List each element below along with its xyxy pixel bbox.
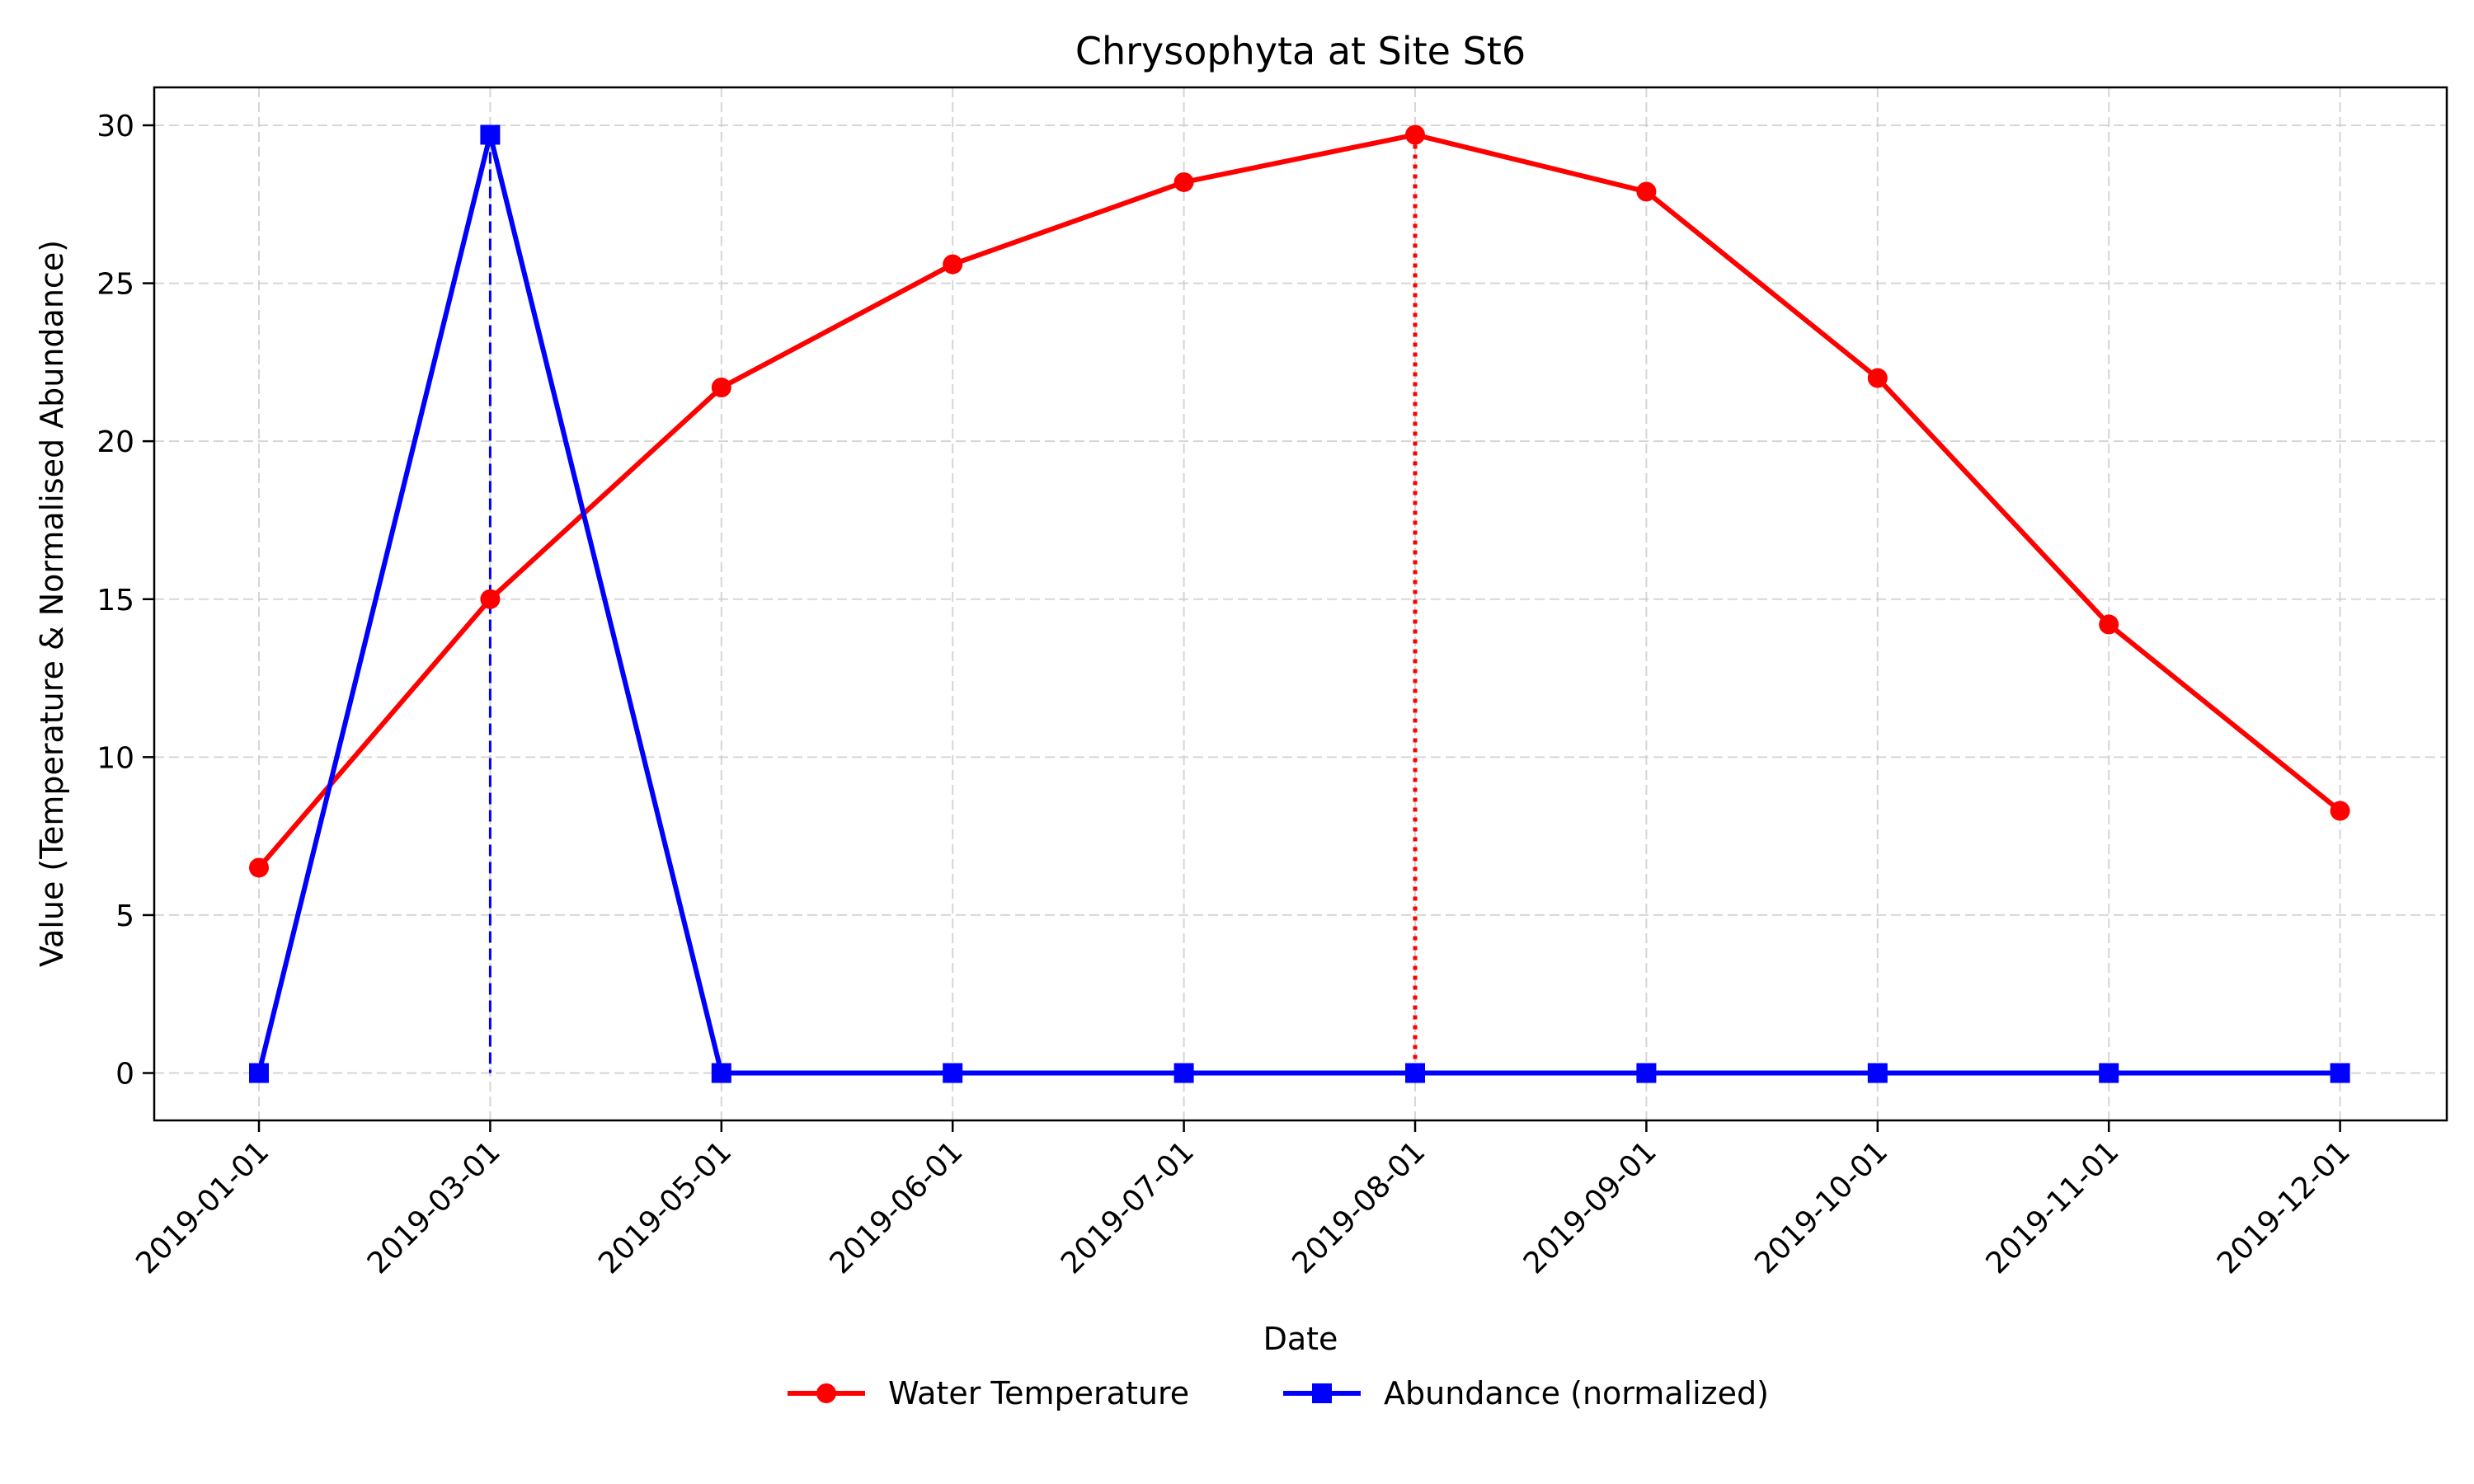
legend-water-temperature-label: Water Temperature <box>888 1375 1189 1411</box>
water-temperature-point <box>1405 124 1425 145</box>
x-axis-label: Date <box>1263 1321 1338 1357</box>
y-tick-label: 30 <box>96 110 134 143</box>
abundance-point <box>480 124 501 145</box>
legend-abundance-marker <box>1312 1383 1332 1403</box>
abundance-point <box>2330 1063 2350 1083</box>
water-temperature-point <box>1174 171 1194 192</box>
water-temperature-point <box>1636 181 1657 202</box>
legend-abundance-label: Abundance (normalized) <box>1384 1375 1769 1411</box>
legend-water-temperature-marker <box>816 1383 836 1403</box>
abundance-point <box>711 1063 731 1083</box>
legend: Water Temperature Abundance (normalized) <box>788 1375 1769 1411</box>
water-temperature-point <box>1867 368 1888 388</box>
y-axis-label: Value (Temperature & Normalised Abundanc… <box>34 240 70 967</box>
chart-title: Chrysophyta at Site St6 <box>1075 29 1526 73</box>
abundance-point <box>943 1063 963 1083</box>
abundance-point <box>2099 1063 2119 1083</box>
abundance-point <box>1174 1063 1194 1083</box>
water-temperature-line <box>256 132 2342 870</box>
y-tick-label: 0 <box>115 1058 134 1092</box>
y-tick-label: 5 <box>115 899 134 933</box>
water-temperature-point <box>249 857 269 878</box>
abundance-point <box>249 1063 269 1083</box>
y-axis: 0 5 10 15 20 25 30 <box>96 110 154 1092</box>
water-temperature-point <box>711 378 731 398</box>
water-temperature-point <box>943 254 963 275</box>
abundance-point <box>1636 1063 1657 1083</box>
abundance-point <box>1405 1063 1425 1083</box>
series-layer <box>249 124 2350 1083</box>
water-temperature-point <box>480 589 501 609</box>
plot-frame <box>153 86 2448 1122</box>
abundance-point <box>1867 1063 1888 1083</box>
water-temperature-point <box>2330 801 2350 821</box>
y-tick-label: 10 <box>96 741 134 775</box>
abundance-line <box>256 132 2340 1076</box>
y-tick-label: 20 <box>96 425 134 459</box>
y-tick-label: 25 <box>96 268 134 302</box>
water-temperature-point <box>2099 614 2119 635</box>
y-tick-label: 15 <box>96 584 134 618</box>
